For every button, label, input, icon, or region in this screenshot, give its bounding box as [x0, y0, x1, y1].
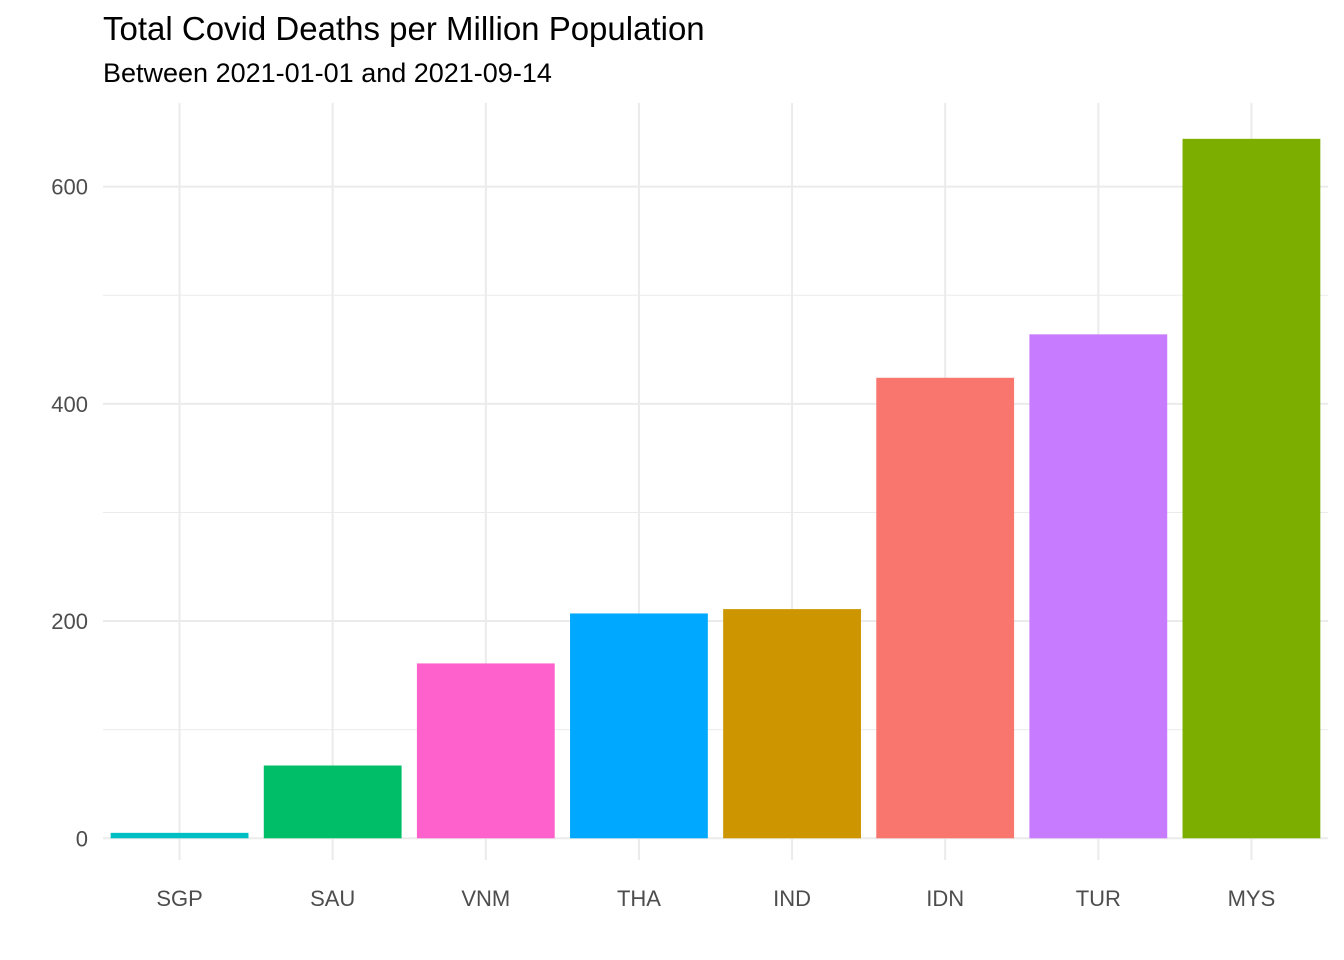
- x-tick-label: IDN: [926, 886, 964, 911]
- x-tick-label: VNM: [461, 886, 510, 911]
- y-tick-label: 0: [76, 826, 88, 851]
- x-tick-label: MYS: [1228, 886, 1276, 911]
- x-tick-label: IND: [773, 886, 811, 911]
- x-tick-label: SAU: [310, 886, 355, 911]
- chart-title: Total Covid Deaths per Million Populatio…: [103, 10, 705, 47]
- bar-vnm: [416, 663, 555, 839]
- bar-tha: [570, 613, 708, 839]
- y-tick-label: 400: [51, 392, 88, 417]
- chart-subtitle: Between 2021-01-01 and 2021-09-14: [103, 58, 552, 88]
- bar-mys: [1182, 138, 1321, 839]
- bar-sau: [263, 765, 402, 839]
- y-tick-label: 200: [51, 609, 88, 634]
- x-tick-label: THA: [617, 886, 661, 911]
- x-tick-label: TUR: [1076, 886, 1121, 911]
- bar-sgp: [110, 832, 249, 839]
- bar-idn: [876, 377, 1015, 839]
- bar-ind: [723, 609, 861, 839]
- x-tick-label: SGP: [156, 886, 202, 911]
- bar-tur: [1029, 334, 1168, 839]
- y-tick-label: 600: [51, 175, 88, 200]
